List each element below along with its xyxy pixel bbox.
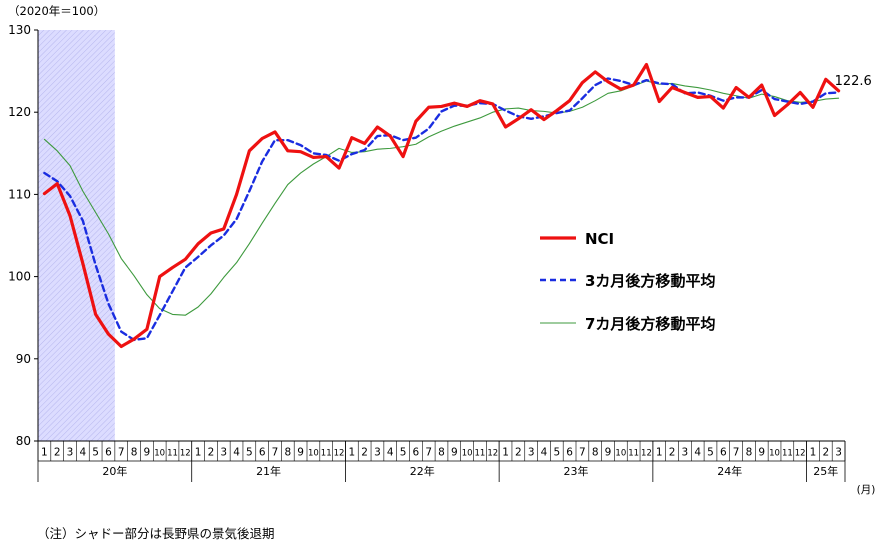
month-label: 10	[308, 449, 319, 459]
month-label: 9	[297, 447, 304, 459]
series-line-0	[42, 62, 841, 349]
month-label: 7	[579, 447, 586, 459]
y-tick-label: 100	[8, 270, 31, 284]
year-label: 20年	[102, 464, 127, 478]
y-axis-unit-label: （2020年＝100）	[8, 4, 105, 18]
month-label: 5	[92, 447, 99, 459]
month-label: 6	[413, 447, 420, 459]
month-label: 11	[475, 449, 486, 459]
legend-label-2: 7カ月後方移動平均	[585, 315, 715, 333]
month-label: 7	[733, 447, 740, 459]
month-label: 4	[233, 447, 240, 459]
month-label: 2	[515, 447, 522, 459]
month-label: 1	[502, 447, 509, 459]
month-label: 7	[118, 447, 125, 459]
month-label: 3	[374, 447, 381, 459]
month-label: 6	[720, 447, 727, 459]
year-label: 21年	[256, 464, 281, 478]
year-label: 22年	[410, 464, 435, 478]
month-label: 5	[553, 447, 560, 459]
month-label: 1	[41, 447, 48, 459]
year-label: 23年	[564, 464, 589, 478]
y-tick-label: 90	[16, 352, 31, 366]
year-label: 25年	[813, 464, 838, 478]
month-label: 2	[822, 447, 829, 459]
month-label: 7	[425, 447, 432, 459]
month-label: 7	[272, 447, 279, 459]
month-label: 3	[528, 447, 535, 459]
month-label: 1	[656, 447, 663, 459]
month-label: 8	[438, 447, 445, 459]
month-label: 4	[387, 447, 394, 459]
x-axis-unit-label: (月)	[857, 484, 876, 496]
month-label: 8	[284, 447, 291, 459]
legend-label-1: 3カ月後方移動平均	[585, 272, 715, 290]
month-label: 1	[195, 447, 202, 459]
chart-footnote: （注）シャドー部分は長野県の景気後退期	[37, 526, 275, 541]
month-label: 10	[615, 449, 626, 459]
month-label: 12	[641, 449, 652, 459]
month-label: 8	[746, 447, 753, 459]
month-label: 11	[321, 449, 332, 459]
month-label: 1	[348, 447, 355, 459]
year-label: 24年	[717, 464, 742, 478]
month-label: 11	[628, 449, 639, 459]
month-label: 4	[79, 447, 86, 459]
month-label: 6	[105, 447, 112, 459]
month-label: 11	[782, 449, 793, 459]
month-label: 3	[835, 447, 842, 459]
month-label: 2	[669, 447, 676, 459]
month-label: 9	[605, 447, 612, 459]
month-label: 9	[758, 447, 765, 459]
month-label: 2	[54, 447, 61, 459]
month-label: 3	[67, 447, 74, 459]
month-label: 12	[180, 449, 191, 459]
month-label: 4	[541, 447, 548, 459]
month-label: 2	[208, 447, 215, 459]
month-label: 10	[769, 449, 780, 459]
month-label: 6	[566, 447, 573, 459]
month-label: 5	[707, 447, 714, 459]
month-label: 10	[462, 449, 473, 459]
series-line-2	[43, 80, 840, 316]
month-label: 3	[682, 447, 689, 459]
month-label: 12	[795, 449, 806, 459]
month-label: 6	[259, 447, 266, 459]
y-tick-label: 130	[8, 23, 31, 37]
month-label: 12	[487, 449, 498, 459]
month-label: 5	[400, 447, 407, 459]
month-label: 8	[131, 447, 138, 459]
legend-label-0: NCI	[585, 230, 614, 248]
month-label: 10	[154, 449, 165, 459]
month-label: 3	[220, 447, 227, 459]
month-label: 8	[592, 447, 599, 459]
y-tick-label: 80	[16, 434, 31, 448]
month-label: 9	[451, 447, 458, 459]
month-label: 9	[144, 447, 151, 459]
month-label: 2	[361, 447, 368, 459]
series-line-1	[43, 77, 840, 342]
y-tick-label: 110	[8, 187, 31, 201]
y-tick-label: 120	[8, 105, 31, 119]
month-label: 11	[167, 449, 178, 459]
month-label: 12	[334, 449, 345, 459]
month-label: 1	[810, 447, 817, 459]
month-label: 4	[694, 447, 701, 459]
last-value-annotation: 122.6	[835, 74, 872, 89]
month-label: 5	[246, 447, 253, 459]
